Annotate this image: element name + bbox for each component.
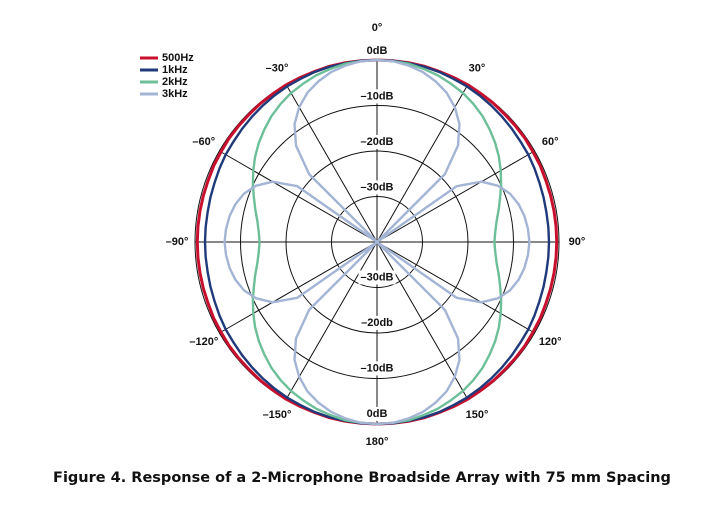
label-bg <box>359 315 396 330</box>
label-bg <box>358 361 396 376</box>
r-tick-label: –30dB <box>360 271 393 283</box>
theta-tick-label: 60° <box>542 136 559 148</box>
theta-tick-label: 90° <box>569 236 586 248</box>
theta-tick-label: 120° <box>539 336 562 348</box>
label-bg <box>358 270 396 285</box>
r-tick-label: 0dB <box>367 408 388 420</box>
legend-label: 3kHz <box>162 88 188 100</box>
r-tick-label: 0dB <box>367 45 388 57</box>
spoke <box>285 84 378 243</box>
layer: 0dB –10dB –20dB –30dB 0dB –10dB –20db –30dB 0° 30… <box>140 22 585 448</box>
r-tick-label: –10dB <box>360 90 393 102</box>
theta-tick-label: –30° <box>266 63 289 75</box>
spoke <box>376 241 469 400</box>
r-tick-label: –10dB <box>360 362 393 374</box>
layer <box>195 58 559 426</box>
layer <box>194 59 560 425</box>
r-tick-label: –20dB <box>360 136 393 148</box>
caption: Figure 4. Response of a 2-Microphone Bro… <box>53 470 671 486</box>
label-bg <box>364 406 390 421</box>
spoke <box>376 241 535 334</box>
theta-tick-label: 180° <box>366 436 389 448</box>
response-curve <box>223 58 531 426</box>
r-tick-label: –30dB <box>360 181 393 193</box>
label-bg <box>358 89 396 104</box>
spoke <box>376 150 535 243</box>
theta-tick-label: 30° <box>469 63 486 75</box>
r-tick-label: –20db <box>361 317 393 329</box>
spoke <box>219 241 378 334</box>
legend-label: 2kHz <box>162 76 188 88</box>
theta-tick-label: 0° <box>372 22 383 34</box>
theta-tick-label: 150° <box>466 409 489 421</box>
label-bg <box>358 134 396 149</box>
spoke <box>376 84 469 243</box>
theta-tick-label: –150° <box>263 409 292 421</box>
label-bg <box>358 180 396 195</box>
spoke <box>285 241 378 400</box>
label-bg <box>364 43 390 58</box>
theta-tick-label: –90° <box>166 236 189 248</box>
theta-tick-label: –60° <box>192 136 215 148</box>
spoke <box>219 150 378 243</box>
theta-tick-label: –120° <box>189 336 218 348</box>
legend-label: 1kHz <box>162 64 188 76</box>
legend-label: 500Hz <box>162 52 194 64</box>
